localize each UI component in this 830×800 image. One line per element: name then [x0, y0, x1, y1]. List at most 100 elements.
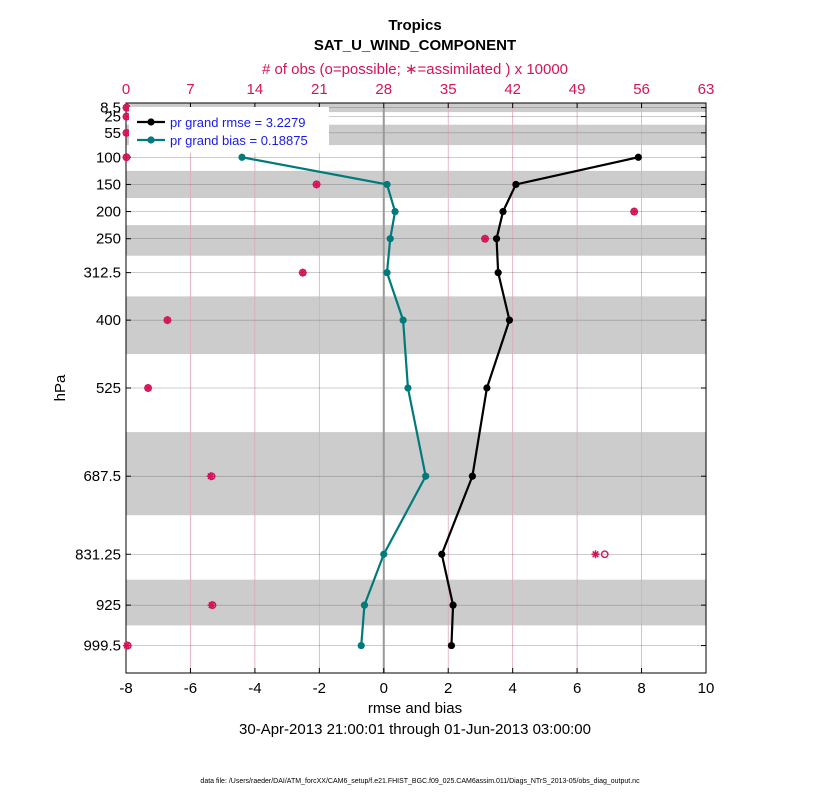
asterisk-stroke — [208, 601, 215, 609]
bottom-tick-labels: -8 -6 -4 -2 0 2 4 6 8 10 — [119, 680, 714, 697]
asterisk-stroke — [592, 550, 599, 558]
top-tick-labels: 0 7 14 21 28 35 42 49 56 63 — [122, 81, 715, 98]
series — [238, 153, 642, 650]
shade-band — [126, 296, 706, 355]
legend-rmse-label: pr grand rmse = 3.2279 — [170, 115, 306, 130]
asterisk-stroke — [123, 642, 131, 649]
y-tick-label: 925 — [96, 597, 121, 614]
top-tick-label: 7 — [186, 81, 194, 98]
rmse-point — [494, 269, 502, 277]
rmse-point — [512, 180, 520, 189]
asterisk-stroke — [313, 181, 320, 188]
asterisk-stroke — [207, 472, 215, 480]
bias-point — [383, 269, 391, 277]
asterisk-stroke — [123, 104, 130, 111]
x-tick-label: 2 — [444, 680, 452, 697]
bias-point — [422, 472, 430, 480]
obs-assimilated-marker — [298, 268, 307, 277]
top-tick-label: 28 — [375, 81, 392, 98]
top-tick-label: 56 — [633, 81, 650, 98]
bias-point — [404, 384, 412, 392]
y-tick-label: 687.5 — [83, 468, 121, 485]
rmse-point — [499, 207, 507, 216]
obs-assimilated-marker — [207, 601, 216, 610]
top-tick-label: 49 — [569, 81, 586, 98]
footer-datafile: data file: /Users/raeder/DAI/ATM_forcXX/… — [200, 778, 640, 785]
top-tick-label: 63 — [698, 81, 715, 98]
rmse-point — [468, 472, 476, 480]
bias-point — [399, 316, 407, 324]
bias-point — [391, 207, 399, 216]
chart-title: Tropics — [388, 17, 441, 34]
legend-rmse-marker — [147, 118, 155, 126]
legend: pr grand rmse = 3.2279 pr grand bias = 0… — [129, 107, 329, 153]
bias-point — [380, 550, 388, 558]
x-tick-label: 4 — [508, 680, 516, 697]
obs-assimilated-marker — [206, 472, 215, 481]
rmse-point — [492, 235, 501, 243]
obs-assimilated-marker — [163, 316, 172, 325]
date-range-label: 30-Apr-2013 21:00:01 through 01-Jun-2013… — [239, 721, 591, 738]
asterisk-stroke — [123, 153, 130, 161]
asterisk-stroke — [144, 384, 152, 392]
obs-assimilated-marker — [481, 234, 490, 243]
y-tick-label: 200 — [96, 204, 121, 221]
rmse-point — [483, 384, 491, 392]
asterisk-stroke — [299, 269, 307, 276]
shade-band — [126, 579, 706, 626]
asterisk-stroke — [123, 113, 130, 120]
obs-assimilated-marker — [144, 384, 153, 392]
y-tick-label: 831.25 — [75, 546, 121, 563]
asterisk-stroke — [164, 316, 171, 324]
top-tick-label: 35 — [440, 81, 457, 98]
y-tick-label: 55 — [104, 125, 121, 142]
bias-point — [386, 235, 394, 243]
obs-possible-marker — [600, 550, 609, 559]
rmse-point — [505, 316, 514, 324]
grid — [126, 103, 706, 673]
obs-assimilated-marker — [591, 550, 600, 559]
top-tick-label: 42 — [504, 81, 521, 98]
rmse-point — [634, 153, 642, 161]
y-tick-label: 250 — [96, 231, 121, 248]
x-tick-label: -4 — [248, 680, 261, 697]
asterisk-stroke — [481, 235, 489, 243]
y-tick-label: 8.5 — [100, 100, 121, 117]
asterisk-stroke — [123, 129, 130, 137]
bias-point — [360, 601, 369, 609]
top-tick-label: 21 — [311, 81, 328, 98]
y-tick-label: 100 — [96, 149, 121, 166]
obs-assimilated-marker — [122, 641, 131, 650]
x-tick-label: -6 — [184, 680, 197, 697]
rmse-point — [447, 641, 456, 650]
x-tick-label: -8 — [119, 680, 132, 697]
chart-subtitle: SAT_U_WIND_COMPONENT — [314, 37, 516, 54]
shade-bands — [126, 103, 706, 626]
x-tick-label: 10 — [698, 680, 715, 697]
rmse-point — [438, 550, 446, 558]
shade-band — [126, 432, 706, 516]
x-tick-label: 6 — [573, 680, 581, 697]
x-tick-label: 0 — [380, 680, 388, 697]
y-tick-label: 525 — [96, 380, 121, 397]
shade-band — [126, 225, 706, 256]
y-tick-label: 999.5 — [83, 638, 121, 655]
bias-point — [238, 153, 246, 161]
obs-assimilated-marker — [312, 180, 321, 189]
asterisk-stroke — [630, 208, 638, 215]
obs-assimilated-marker — [122, 153, 131, 162]
obs-assimilated-marker — [630, 207, 639, 216]
legend-bias-label: pr grand bias = 0.18875 — [170, 133, 308, 148]
legend-bias-marker — [147, 136, 155, 144]
y-tick-label: 312.5 — [83, 265, 121, 282]
x-tick-label: 8 — [637, 680, 645, 697]
top-tick-label: 0 — [122, 81, 130, 98]
bias-point — [357, 641, 365, 650]
top-tick-label: 14 — [247, 81, 264, 98]
y-axis-label: hPa — [52, 374, 69, 401]
x-tick-label: -2 — [313, 680, 326, 697]
legend-box — [129, 107, 329, 153]
top-axis-label: # of obs (o=possible; ∗=assimilated ) x … — [262, 61, 568, 78]
